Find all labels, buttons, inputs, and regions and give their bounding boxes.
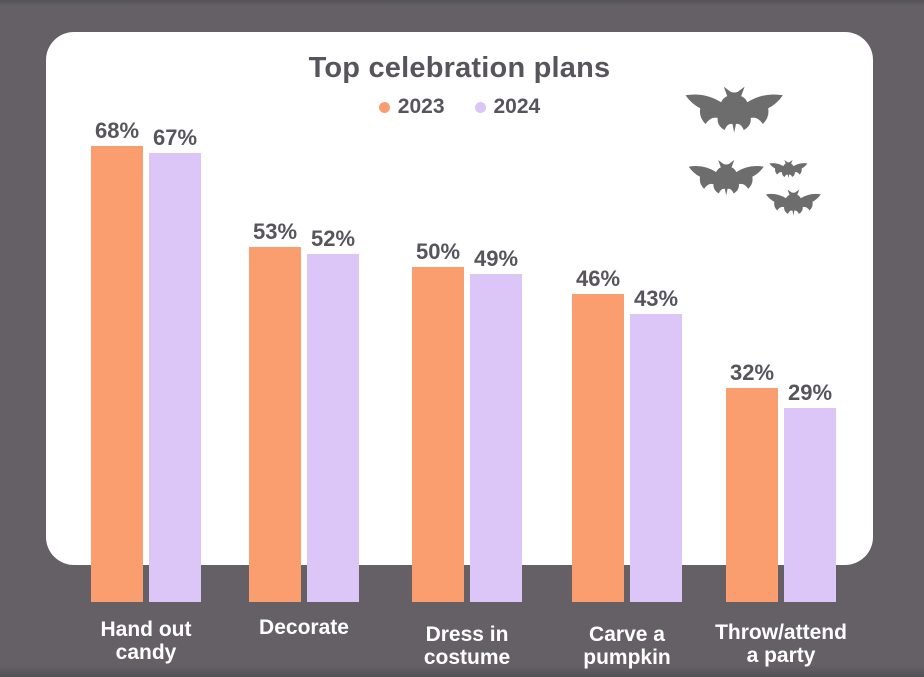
bar-2023-dress-in-costume [412,267,464,602]
category-label-decorate: Decorate [259,616,349,639]
value-label-2024-3: 43% [633,286,679,311]
bar-2024-hand-out-candy [149,153,201,602]
value-label-2024-1: 52% [310,226,356,251]
bar-2023-decorate [249,247,301,602]
legend-label-2024: 2024 [493,95,541,118]
category-label-throw-attend-a-party: Throw/attend a party [715,621,847,667]
value-label-2023-1: 53% [252,219,298,244]
value-label-2023-0: 68% [94,118,140,143]
chart-legend: 2023 2024 [46,95,873,119]
legend-item-2024: 2024 [474,95,541,119]
category-label-dress-in-costume: Dress in costume [423,623,511,669]
bar-2023-hand-out-candy [91,146,143,602]
chart-title: Top celebration plans [308,52,611,84]
bar-2024-carve-a-pumpkin [630,314,682,602]
bar-2023-carve-a-pumpkin [572,294,624,602]
bar-2024-dress-in-costume [470,274,522,602]
legend-item-2023: 2023 [378,95,445,119]
value-label-2023-3: 46% [575,266,621,291]
legend-label-2023: 2023 [397,95,445,118]
value-label-2024-0: 67% [152,125,198,150]
value-label-2024-2: 49% [473,246,519,271]
bar-2024-throw-attend-a-party [784,408,836,602]
value-label-2024-4: 29% [787,380,833,405]
value-label-2023-2: 50% [415,239,461,264]
legend-dot-2023-icon [378,101,390,113]
legend-dot-2024-icon [474,101,486,113]
value-label-2023-4: 32% [729,360,775,385]
bar-2023-throw-attend-a-party [726,388,778,602]
bar-2024-decorate [307,254,359,602]
category-label-hand-out-candy: Hand out candy [100,618,192,664]
category-label-carve-a-pumpkin: Carve a pumpkin [583,623,671,669]
